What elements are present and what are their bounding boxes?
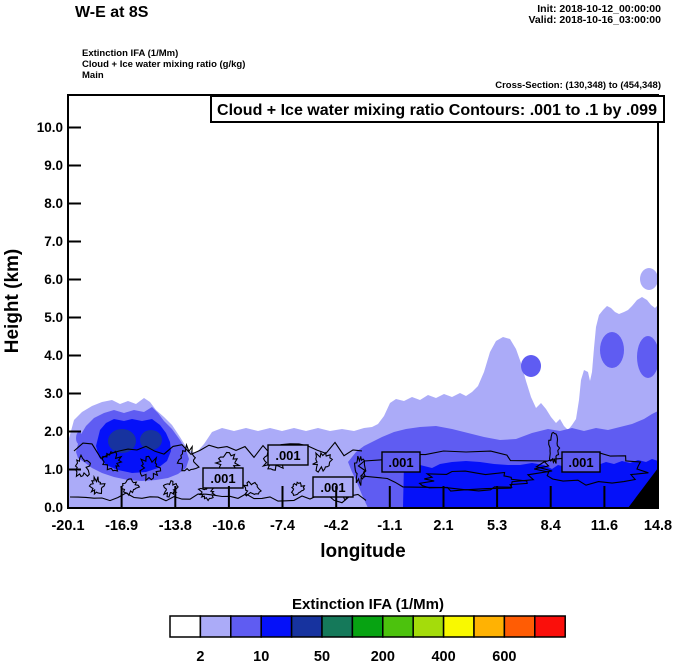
y-tick-label: 5.0	[44, 310, 63, 325]
colorbar-cell	[442, 615, 475, 638]
colorbar-cell	[382, 615, 414, 638]
cross-section-coords: Cross-Section: (130,348) to (454,348)	[495, 80, 661, 91]
x-axis-tick-labels: -20.1 -16.9 -13.8 -10.6 -7.4 -4.2 -1.1 2…	[51, 518, 672, 534]
colorbar-cell	[412, 615, 445, 638]
lavender-island	[640, 268, 657, 290]
colorbar	[169, 615, 566, 638]
contour-label: .001	[568, 455, 593, 470]
contour-label: .001	[210, 471, 235, 486]
y-tick-label: 8.0	[44, 196, 63, 211]
colorbar-title: Extinction IFA (1/Mm)	[292, 596, 444, 613]
filled-contour-field	[69, 96, 657, 507]
y-tick-label: 6.0	[44, 272, 63, 287]
x-tick-label: 5.3	[487, 518, 507, 534]
valid-timestamp: Valid: 2018-10-16_03:00:00	[528, 14, 661, 26]
x-tick-label: -16.9	[105, 518, 138, 534]
colorbar-tick-label: 600	[492, 649, 516, 665]
x-tick-label: -1.1	[377, 518, 402, 534]
page-title: W-E at 8S	[75, 4, 149, 21]
terrain-wedge	[628, 469, 657, 507]
contour-info-label: Cloud + Ice water mixing ratio Contours:…	[217, 102, 657, 119]
extinction-fill-level3-right-band	[403, 459, 657, 507]
colorbar-cell	[534, 615, 566, 638]
x-axis-title: longitude	[320, 541, 405, 562]
small-medium-dot	[76, 432, 82, 444]
contour-label-boxes: .001 .001 .001 .001 .001	[202, 444, 601, 498]
y-axis-tick-labels: 10.0 9.0 8.0 7.0 6.0 5.0 4.0 3.0 2.0 1.0…	[37, 120, 63, 515]
colorbar-cell	[351, 615, 384, 638]
extinction-core-navy2	[140, 430, 162, 450]
contour-label: .001	[275, 448, 300, 463]
colorbar-cell	[290, 615, 323, 638]
colorbar-tick-label: 50	[314, 649, 330, 665]
x-tick-label: 11.6	[591, 518, 618, 534]
axis-ticks	[68, 126, 606, 508]
contour-label: .001	[320, 480, 345, 495]
elevated-cloud-blob-right2	[637, 336, 657, 378]
colorbar-tick-label: 200	[371, 649, 395, 665]
colorbar-cell	[169, 615, 202, 638]
y-tick-label: 7.0	[44, 234, 63, 249]
x-tick-label: -7.4	[270, 518, 295, 534]
x-tick-label: 8.4	[541, 518, 561, 534]
init-timestamp: Init: 2018-10-12_00:00:00	[537, 3, 661, 15]
x-tick-label: -10.6	[212, 518, 245, 534]
y-tick-label: 3.0	[44, 386, 63, 401]
x-tick-label: -20.1	[51, 518, 84, 534]
x-tick-label: -4.2	[324, 518, 349, 534]
field-line-extinction: Extinction IFA (1/Mm)	[82, 48, 178, 59]
colorbar-tick-label: 2	[196, 649, 204, 665]
y-tick-label: 9.0	[44, 158, 63, 173]
y-axis-title: Height (km)	[2, 249, 23, 354]
elevated-cloud-blob-mid	[521, 355, 541, 377]
y-tick-label: 4.0	[44, 348, 63, 363]
x-tick-label: 14.8	[644, 518, 672, 534]
extinction-core-navy1	[108, 429, 136, 453]
contour-label: .001	[388, 455, 413, 470]
colorbar-cell	[321, 615, 354, 638]
field-line-domain: Main	[82, 70, 104, 81]
contour-info-box	[210, 95, 665, 123]
colorbar-tick-labels: 2 10 50 200 400 600	[196, 649, 516, 665]
y-tick-label: 0.0	[44, 500, 63, 515]
colorbar-cell	[260, 615, 293, 638]
y-tick-label: 10.0	[37, 120, 63, 135]
colorbar-cell	[199, 615, 232, 638]
colorbar-cell	[473, 615, 506, 638]
y-tick-label: 1.0	[44, 462, 63, 477]
colorbar-tick-label: 400	[431, 649, 455, 665]
colorbar-cell	[503, 615, 536, 638]
elevated-cloud-blob-right1	[600, 332, 624, 368]
x-tick-label: -13.8	[159, 518, 192, 534]
field-line-cloudice: Cloud + Ice water mixing ratio (g/kg)	[82, 59, 245, 70]
y-tick-label: 2.0	[44, 424, 63, 439]
colorbar-tick-label: 10	[253, 649, 269, 665]
colorbar-cell	[230, 615, 262, 638]
cloud-ice-contour-lines	[69, 431, 649, 504]
x-tick-label: 2.1	[433, 518, 453, 534]
